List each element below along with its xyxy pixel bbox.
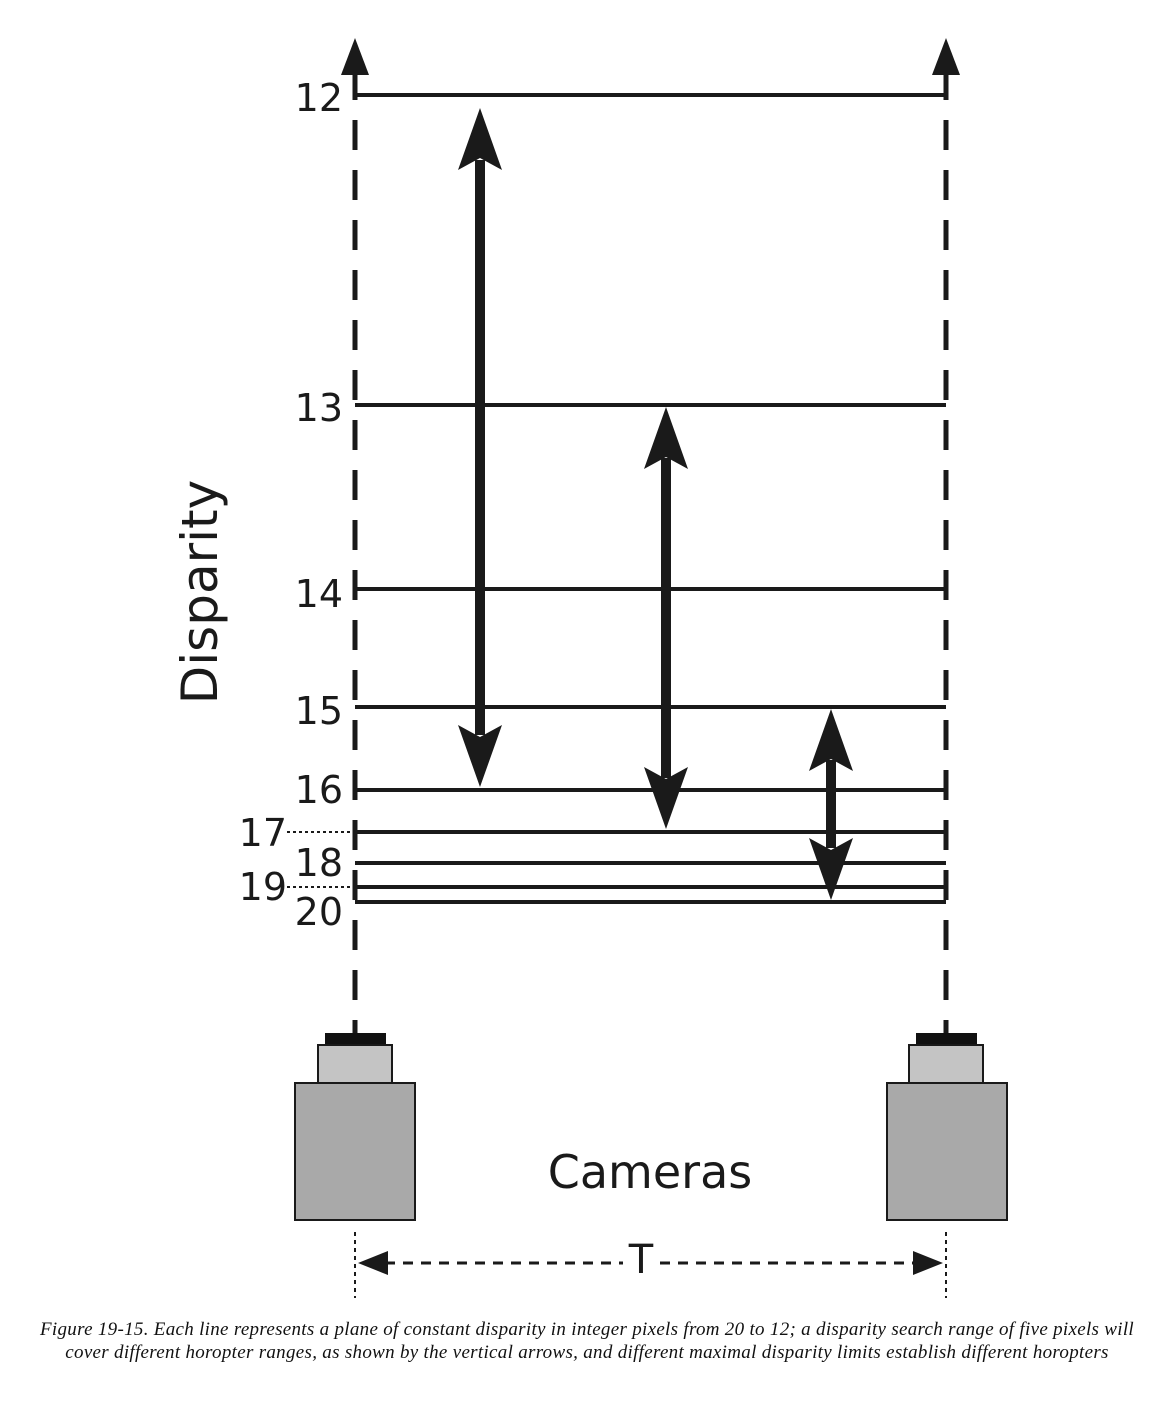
label-14: 14 [295,572,343,616]
cameras-label: Cameras [548,1145,752,1199]
right-axis-arrowhead [932,38,960,75]
label-18: 18 [295,841,343,885]
horopter-diagram: 12 13 14 15 16 17 18 19 20 Disparity Cam… [171,38,1008,1298]
label-13: 13 [295,386,343,430]
label-12: 12 [295,76,343,120]
search-range-arrow-2 [644,407,688,829]
disparity-axis-label: Disparity [171,480,229,704]
search-range-arrow-1 [458,108,502,787]
left-axis-arrowhead [341,38,369,75]
label-19: 19 [239,865,287,909]
camera-axes [352,70,949,1035]
baseline-dimension [354,1232,947,1298]
search-range-arrow-3 [809,709,853,900]
label-17: 17 [239,811,287,855]
baseline-label: T [628,1237,654,1283]
right-camera [886,1033,1008,1221]
label-20: 20 [295,890,343,934]
label-16: 16 [295,768,343,812]
disparity-planes [355,93,946,904]
left-camera [294,1033,416,1221]
label-15: 15 [295,689,343,733]
figure-caption: Figure 19-15. Each line represents a pla… [40,1319,1134,1363]
